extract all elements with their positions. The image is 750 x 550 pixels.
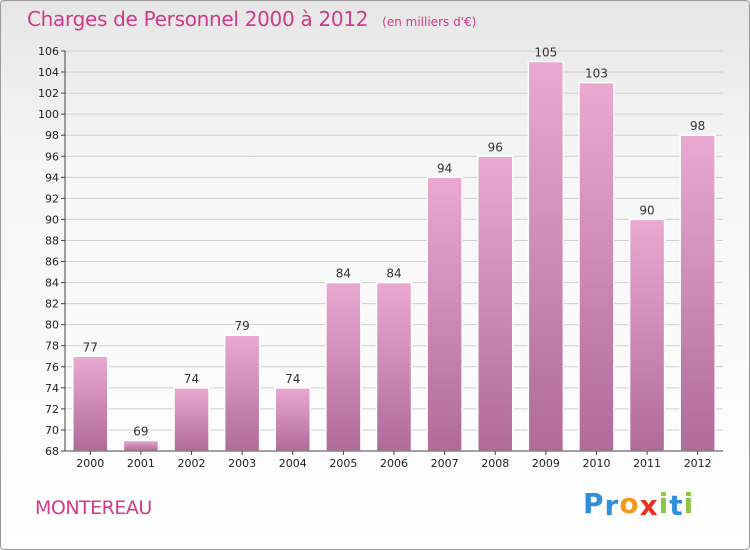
logo-letter: P [583,487,605,520]
value-label-2003: 79 [235,319,250,333]
y-tick-label: 106 [38,45,59,58]
x-tick-label-2000: 2000 [76,457,104,470]
y-tick-label: 72 [45,403,59,416]
bar-2005 [325,281,362,452]
value-label-2008: 96 [488,140,503,154]
logo-letter: i [683,487,695,520]
bar-2001 [122,439,160,452]
x-tick-label-2004: 2004 [279,457,307,470]
value-label-2007: 94 [437,161,452,175]
bar-2000 [72,355,109,452]
bar-2009 [527,60,565,452]
y-tick-label: 84 [45,277,59,290]
proxiti-logo: Proxiti [583,487,695,522]
y-tick-label: 70 [45,424,59,437]
x-tick-label-2011: 2011 [633,457,661,470]
bar-2002 [173,387,210,452]
x-tick-label-2008: 2008 [481,457,509,470]
x-tick-label-2005: 2005 [329,457,357,470]
value-label-2005: 84 [336,267,351,281]
x-tick-label-2010: 2010 [582,457,610,470]
x-tick-label-2006: 2006 [380,457,408,470]
bar-2003 [223,334,261,452]
x-tick-label-2002: 2002 [178,457,206,470]
y-tick-label: 74 [45,382,59,395]
bars [72,60,716,452]
logo-letter: o [619,487,640,520]
axes [61,50,723,455]
chart-subtitle: (en milliers d'€) [382,15,477,29]
city-name: MONTEREAU [35,497,152,519]
bar-2006 [375,281,413,452]
y-tick-label: 82 [45,298,59,311]
y-tick-label: 90 [45,213,59,226]
x-tick-label-2007: 2007 [431,457,459,470]
title-row: Charges de Personnel 2000 à 2012 (en mill… [27,7,476,31]
y-tick-label: 80 [45,319,59,332]
logo-letter: x [639,489,659,522]
x-tick-label-2001: 2001 [127,457,155,470]
y-tick-label: 76 [45,361,59,374]
y-tick-label: 100 [38,108,59,121]
value-label-2002: 74 [184,372,199,386]
logo-letter: r [604,489,620,522]
bar-2004 [274,387,312,452]
bar-2012 [679,134,716,452]
bar-2007 [426,176,463,452]
value-label-2010: 103 [585,67,608,81]
value-label-2000: 77 [83,340,98,354]
bar-2010 [578,81,615,452]
y-tick-label: 102 [38,87,59,100]
bar-2008 [476,155,514,452]
y-tick-label: 104 [38,66,59,79]
value-label-2012: 98 [690,119,705,133]
y-tick-label: 78 [45,340,59,353]
labels: 68 70 72 74 76 78 80 82 84 86 88 90 92 94 96 98 100 102 10… [38,45,712,470]
logo-letter: i [658,487,670,520]
y-tick-label: 94 [45,171,59,184]
y-tick-label: 96 [45,150,59,163]
logo-letter: t [669,489,684,522]
y-tick-label: 92 [45,192,59,205]
value-label-2006: 84 [386,267,401,281]
chart-title: Charges de Personnel 2000 à 2012 [27,7,369,31]
value-label-2011: 90 [639,203,654,217]
value-label-2001: 69 [133,424,148,438]
bar-2011 [628,218,666,452]
x-tick-label-2009: 2009 [532,457,560,470]
y-tick-label: 86 [45,256,59,269]
x-tick-label-2003: 2003 [228,457,256,470]
value-label-2009: 105 [534,46,557,60]
y-tick-label: 88 [45,234,59,247]
value-label-2004: 74 [285,372,300,386]
y-tick-label: 98 [45,129,59,142]
y-tick-label: 68 [45,445,59,458]
x-tick-label-2012: 2012 [684,457,712,470]
